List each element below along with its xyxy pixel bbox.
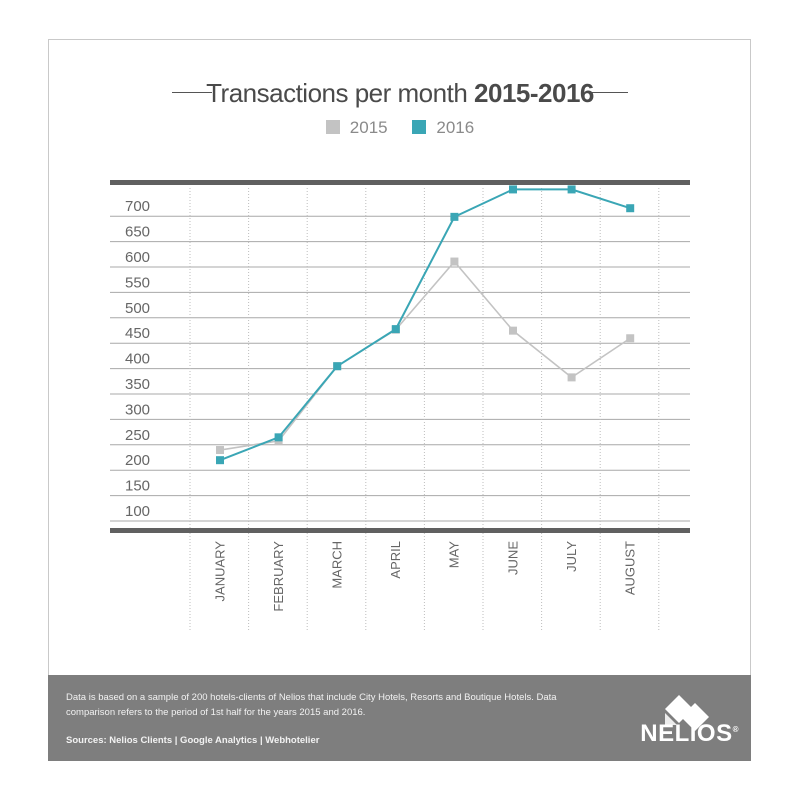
y-tick-label-150: 150 — [125, 478, 150, 495]
legend-label-2016: 2016 — [436, 118, 475, 137]
x-label-august: AUGUST — [623, 541, 638, 595]
bottom-axis-bar — [110, 528, 690, 533]
y-tick-label-600: 600 — [125, 249, 150, 266]
point-2016-june — [509, 185, 517, 194]
legend-item-2016: 2016 — [412, 118, 474, 138]
point-2016-april — [391, 325, 400, 334]
point-2016-january — [216, 456, 224, 465]
series-line-2015 — [219, 260, 631, 451]
y-tick-label-650: 650 — [125, 224, 150, 241]
y-tick-label-400: 400 — [125, 351, 150, 368]
chart-frame — [48, 39, 751, 761]
point-2015-january — [216, 446, 224, 455]
y-tick-label-250: 250 — [125, 427, 150, 444]
point-2016-august — [626, 204, 635, 213]
legend-item-2015: 2015 — [325, 118, 388, 138]
y-tick-label-200: 200 — [125, 452, 150, 469]
title-text: Transactions per month — [206, 78, 468, 108]
legend-swatch-2015 — [325, 120, 340, 134]
point-2016-may — [450, 212, 459, 221]
point-2015-june — [509, 326, 517, 335]
y-tick-label-350: 350 — [125, 376, 150, 393]
chart-title: Transactions per month 2015-2016 — [0, 78, 800, 109]
title-rule-right — [588, 92, 628, 93]
legend-swatch-2016 — [412, 120, 427, 134]
legend: 2015 2016 — [0, 118, 800, 138]
y-tick-label-300: 300 — [125, 401, 150, 418]
y-tick-label-100: 100 — [125, 503, 150, 520]
point-2015-july — [567, 373, 576, 382]
footer: Data is based on a sample of 200 hotels-… — [48, 675, 751, 761]
y-tick-label-550: 550 — [125, 274, 150, 291]
x-label-march: MARCH — [330, 541, 345, 589]
series-line-2016 — [219, 188, 631, 462]
nelios-logo-word: NELIOS® — [640, 720, 739, 747]
x-label-april: APRIL — [388, 541, 403, 579]
nelios-logo-mark — [665, 695, 709, 731]
footer-note: Data is based on a sample of 200 hotels-… — [66, 692, 557, 718]
point-2015-august — [626, 334, 635, 343]
x-label-july: JULY — [564, 541, 579, 572]
point-2016-july — [567, 185, 576, 194]
point-2016-february — [274, 433, 283, 442]
y-tick-label-500: 500 — [125, 300, 150, 317]
point-2016-march — [333, 362, 342, 371]
y-tick-label-450: 450 — [125, 325, 150, 342]
title-years: 2015-2016 — [474, 78, 594, 108]
title-rule-left — [172, 92, 212, 93]
point-2015-may — [450, 257, 459, 266]
x-label-may: MAY — [447, 541, 462, 569]
line-chart: 100 150 200 250 300 350 400 450 500 550 600 650 700 J… — [110, 180, 690, 631]
x-label-june: JUNE — [505, 541, 520, 575]
x-label-february: FEBRUARY — [271, 541, 286, 612]
legend-label-2015: 2015 — [349, 118, 388, 137]
top-axis-bar — [110, 180, 690, 185]
y-tick-label-700: 700 — [125, 198, 150, 215]
footer-sources: Sources: Nelios Clients | Google Analyti… — [66, 735, 320, 746]
x-label-january: JANUARY — [212, 541, 227, 602]
